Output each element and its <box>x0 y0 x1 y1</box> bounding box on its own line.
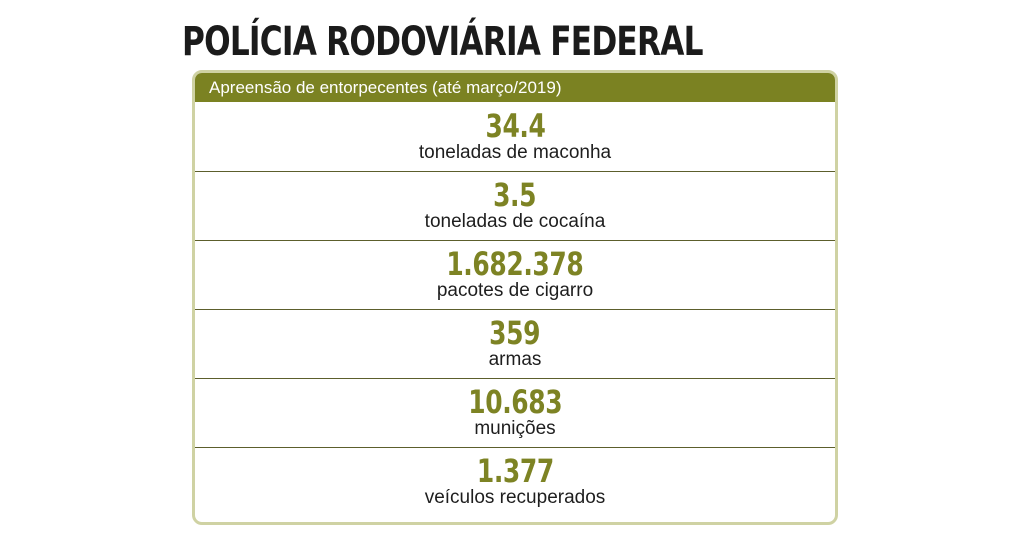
stat-value: 1.377 <box>476 452 554 490</box>
stat-label: munições <box>474 418 556 439</box>
stat-value: 1.682.378 <box>446 245 584 283</box>
stat-value: 10.683 <box>468 383 562 421</box>
stats-card: Apreensão de entorpecentes (até março/20… <box>192 70 838 525</box>
stat-row-municoes: 10.683 munições <box>195 378 835 447</box>
stat-label: armas <box>488 349 542 370</box>
stats-list: 34.4 toneladas de maconha 3.5 toneladas … <box>195 102 835 516</box>
stat-row-armas: 359 armas <box>195 309 835 378</box>
stat-label: toneladas de cocaína <box>424 211 606 232</box>
stat-label: toneladas de maconha <box>418 141 612 163</box>
stat-value: 34.4 <box>484 106 546 145</box>
page-title: POLÍCIA RODOVIÁRIA FEDERAL <box>182 19 703 65</box>
stat-row-cocaina: 3.5 toneladas de cocaína <box>195 171 835 240</box>
stat-row-maconha: 34.4 toneladas de maconha <box>195 102 835 171</box>
stat-label: pacotes de cigarro <box>436 280 594 301</box>
stat-label: veículos recuperados <box>424 487 606 508</box>
stat-value: 359 <box>489 314 541 352</box>
stat-value: 3.5 <box>493 176 537 214</box>
card-header-text: Apreensão de entorpecentes (até março/20… <box>209 77 562 97</box>
stat-row-veiculos: 1.377 veículos recuperados <box>195 447 835 516</box>
stat-row-cigarro: 1.682.378 pacotes de cigarro <box>195 240 835 309</box>
card-header: Apreensão de entorpecentes (até março/20… <box>195 73 835 102</box>
